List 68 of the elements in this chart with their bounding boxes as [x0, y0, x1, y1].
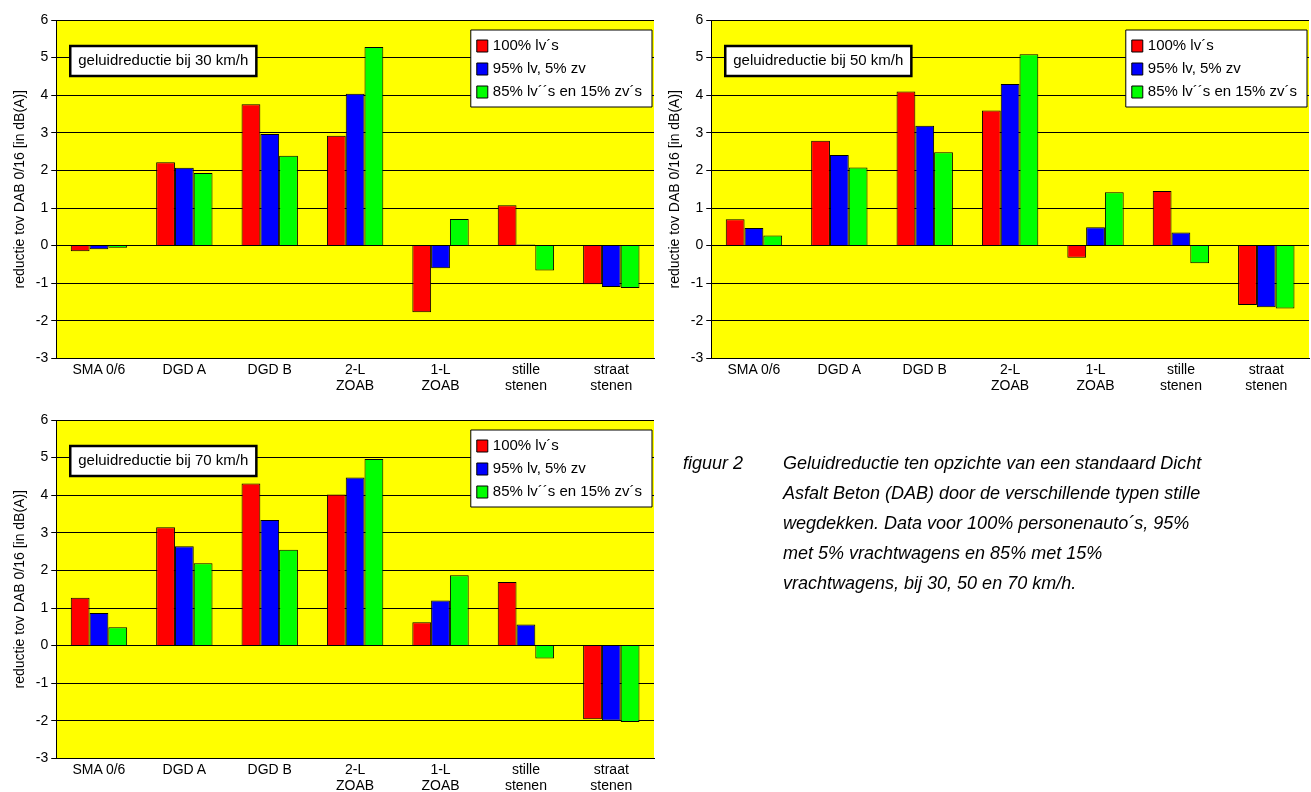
x-tick-label: DGD B [902, 360, 947, 377]
y-tick-label: 6 [40, 410, 49, 427]
text: geluidreductie bij 70 km/h [78, 451, 249, 469]
legend-label: 100% lv´s [492, 36, 559, 54]
x-tick-label: straat stenen [590, 760, 633, 792]
x-tick-label: straat stenen [1245, 360, 1288, 394]
legend-label: 100% lv´s [492, 436, 559, 454]
y-tick-label: -1 [35, 274, 49, 291]
legend-label: 85% lv´´s en 15% zv´s [492, 82, 642, 100]
y-tick-label: 0 [40, 636, 49, 653]
legend-label: 100% lv´s [1147, 36, 1214, 54]
y-tick-label: 2 [695, 161, 704, 178]
y-tick-label: 1 [40, 598, 49, 615]
y-tick-label: 3 [40, 123, 49, 140]
x-tick-label: DGD A [162, 360, 207, 377]
x-tick-label: straat stenen [590, 360, 633, 394]
legend-label: 85% lv´´s en 15% zv´s [492, 482, 642, 500]
x-tick-label: SMA 0/6 [727, 360, 781, 377]
y-axis-title: reductie tov DAB 0/16 [in dB(A)] [11, 89, 28, 289]
legend-label: 95% lv, 5% zv [492, 459, 587, 477]
x-tick-label: 2-L ZOAB [991, 360, 1030, 394]
y-tick-label: 5 [695, 48, 704, 65]
y-tick-label: 5 [40, 448, 49, 465]
text: geluidreductie bij 50 km/h [733, 51, 904, 69]
y-tick-label: 3 [695, 123, 704, 140]
legend-label: 85% lv´´s en 15% zv´s [1147, 82, 1297, 100]
x-tick-label: DGD B [247, 360, 292, 377]
y-tick-label: -3 [35, 349, 49, 366]
y-tick-label: 3 [40, 523, 49, 540]
x-tick-label: 1-L ZOAB [421, 360, 460, 394]
y-tick-label: 2 [40, 561, 49, 578]
y-tick-label: 0 [40, 236, 49, 253]
y-tick-label: 4 [40, 486, 49, 503]
y-tick-label: 0 [695, 236, 704, 253]
y-tick-label: 5 [40, 48, 49, 65]
legend-label: 95% lv, 5% zv [492, 59, 587, 77]
y-axis-title: reductie tov DAB 0/16 [in dB(A)] [11, 489, 28, 689]
y-axis-title: reductie tov DAB 0/16 [in dB(A)] [666, 89, 683, 289]
text: figuur 2 [682, 452, 745, 475]
x-tick-label: 2-L ZOAB [336, 360, 375, 394]
y-tick-label: 1 [695, 198, 704, 215]
x-tick-label: 1-L ZOAB [1076, 360, 1115, 394]
x-tick-label: SMA 0/6 [72, 360, 126, 377]
text: Geluidreductie ten opzichte van een standaard Dicht Asfalt Beton (DAB) door de verschillende typen stille wegdekken. Data voor 100% personenauto´s, 95% met 5% vrachtwagens en 85% met 15% vrachtwagens, bij 30, 50 en 70 km/h. [783, 452, 1203, 595]
x-tick-label: DGD B [247, 760, 292, 777]
y-tick-label: -3 [690, 349, 704, 366]
y-tick-label: 6 [695, 10, 704, 27]
y-tick-label: -1 [690, 274, 704, 291]
x-tick-label: DGD A [817, 360, 862, 377]
y-tick-label: -2 [35, 711, 49, 728]
x-tick-label: 2-L ZOAB [336, 760, 375, 792]
y-tick-label: -2 [35, 311, 49, 328]
y-tick-label: 6 [40, 10, 49, 27]
y-tick-label: 4 [40, 86, 49, 103]
y-tick-label: 1 [40, 198, 49, 215]
x-tick-label: 1-L ZOAB [421, 760, 460, 792]
x-tick-label: stille stenen [1159, 360, 1202, 394]
y-tick-label: 4 [695, 86, 704, 103]
y-tick-label: -2 [690, 311, 704, 328]
x-tick-label: stille stenen [504, 760, 547, 792]
y-tick-label: -3 [35, 749, 49, 766]
x-tick-label: DGD A [162, 760, 207, 777]
x-tick-label: SMA 0/6 [72, 760, 126, 777]
legend-label: 95% lv, 5% zv [1147, 59, 1242, 77]
y-tick-label: 2 [40, 161, 49, 178]
x-tick-label: stille stenen [504, 360, 547, 394]
text: geluidreductie bij 30 km/h [78, 51, 249, 69]
y-tick-label: -1 [35, 674, 49, 691]
